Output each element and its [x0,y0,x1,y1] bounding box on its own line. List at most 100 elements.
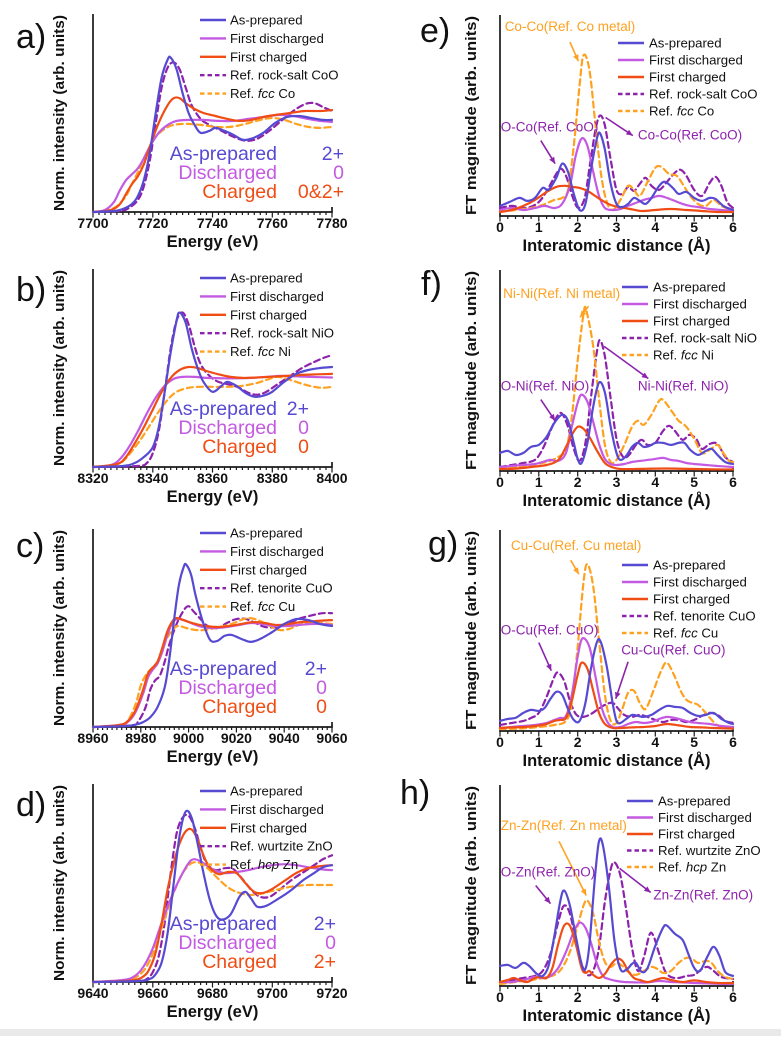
oxidation-state-row: Charged 0&2+ [202,181,344,203]
x-axis-title: Energy (eV) [167,233,259,251]
panel-d: d) Norm. intensity (arb. units) 9640 9660 96… [0,770,390,1036]
legend-item: Ref. fcc Co [618,104,714,119]
x-tick-label: 7700 [77,215,108,231]
panel-letter: a) [16,18,46,56]
oxidation-state-label: Charged [202,951,277,973]
annotation-arrow-head [643,886,651,893]
annotation-arrow [540,140,556,165]
annotation-text: Cu-Cu(Ref. Cu metal) [511,538,642,553]
x-tick-label: 9000 [173,730,204,746]
annotation-text: O-Zn(Ref. ZnO) [501,865,596,880]
annotation-arrow [558,840,587,896]
x-tick-label: 5 [690,989,698,1005]
annotation-text: Cu-Cu(Ref. CuO) [621,643,725,658]
x-tick-label: 1 [535,734,543,750]
curve-first-charged [91,616,334,729]
bottom-strip [0,1029,781,1036]
x-tick-label: 1 [535,989,543,1005]
legend-label: Ref. rock-salt NiO [230,326,334,341]
annotation-arrow-head [580,888,587,896]
legend-label: Ref. rock-salt NiO [653,331,757,346]
x-tick-label: 9040 [269,730,300,746]
x-tick-label: 7740 [197,215,228,231]
legend-item: As-prepared [200,784,303,799]
annotation-arrow [579,305,590,318]
x-tick-label: 6 [729,734,737,750]
curve-first-charged [498,184,735,214]
annotation-text: Zn-Zn(Ref. ZnO) [653,888,753,903]
annotation-arrow-line [619,867,652,894]
x-tick-label: 3 [613,474,621,490]
curve-ref-hcp-zn [498,899,735,986]
legend-label: As-prepared [649,36,722,51]
oxidation-state-row: Discharged 0 [178,417,309,439]
annotation-arrow [619,867,652,894]
curve-as-prepared [498,637,735,726]
oxidation-state-value: 2+ [322,143,344,165]
legend-label: As-prepared [230,13,303,28]
annotation-arrow-head [580,310,587,318]
legend-item: First charged [200,49,307,64]
annotation-arrow-head [549,156,556,164]
legend-item: First discharged [618,53,743,68]
x-tick-label: 8340 [137,470,168,486]
curve-first-charged [498,661,735,730]
y-axis-title: FT magnitude (arb. units) [463,271,480,470]
oxidation-state-label: Charged [202,696,277,718]
legend-item: First discharged [200,544,324,559]
panel-e-plot: e) FT magnitude (arb. units) 0 1 2 3 4 5 6 Intera… [420,12,757,255]
panel-f-plot: f) FT magnitude (arb. units) 0 1 2 3 4 5 6 Intera… [421,265,757,510]
panel-letter: f) [421,265,442,303]
legend-label: First charged [653,314,730,329]
legend-item: Ref. rock-salt CoO [200,68,338,83]
x-axis-ticks [92,467,333,473]
legend-item: Ref. tenorite CuO [622,609,756,624]
legend-item: As-prepared [622,558,726,573]
oxidation-state-label: Charged [202,181,277,203]
legend-item: As-prepared [200,13,303,28]
legend-label: First charged [230,562,307,577]
annotation-arrow-head [615,691,621,699]
legend-item: First charged [622,314,730,329]
x-axis-title: Interatomic distance (Å) [523,236,711,255]
annotation-arrow [603,345,649,380]
legend-item: Ref. rock-salt CoO [618,87,757,102]
annotation-arrow [570,559,580,575]
y-axis-title: Norm. intensity (arb. units) [51,530,68,726]
annotation-arrow [535,884,552,905]
oxidation-state-label: Discharged [178,162,277,184]
annotation-text: Co-Co(Ref. Co metal) [505,19,636,34]
annotation-text: O-Co(Ref. CoO) [501,120,599,135]
oxidation-state-row: Discharged 0 [178,677,327,699]
legend-item: First discharged [200,802,324,817]
oxidation-state-value: 0 [316,696,327,718]
x-axis-ticks [92,727,333,733]
panel-a-plot: a) Norm. intensity (arb. units) 7700 7720 77… [16,13,348,252]
legend-item: Ref. fcc Cu [200,599,295,614]
panel-e: e) FT magnitude (arb. units) 0 1 2 3 4 5 6 Intera… [390,0,781,255]
oxidation-state-label: Discharged [178,932,277,954]
curve-as-prepared [91,311,334,469]
curve-ref-fcc-cu [91,616,334,729]
panel-letter: c) [16,527,44,565]
x-tick-label: 0 [496,989,504,1005]
x-tick-label: 5 [690,734,698,750]
curve-first-discharged [498,137,735,213]
curve-first-charged [91,827,334,984]
x-axis-ticks [499,216,734,222]
annotation-text: Co-Co(Ref. CoO) [638,128,742,143]
x-tick-label: 0 [496,734,504,750]
x-axis-title: Energy (eV) [167,1003,259,1021]
curve-as-prepared [498,837,735,978]
annotation-arrow [605,116,634,137]
legend-label: As-prepared [230,271,303,286]
annotation-arrow [614,661,629,700]
x-tick-label: 2 [574,734,582,750]
panel-h-plot: h) FT magnitude (arb. units) 0 1 2 3 4 5 6 Intera… [400,774,761,1025]
legend-item: Ref. rock-salt NiO [200,326,334,341]
panel-b-plot: b) Norm. intensity (arb. units) 8320 8340 83… [16,269,348,506]
x-tick-label: 8380 [257,470,288,486]
oxidation-state-label: As-prepared [170,398,277,420]
legend-item: As-prepared [200,271,303,286]
curve-ref-fcc-co [498,53,735,214]
